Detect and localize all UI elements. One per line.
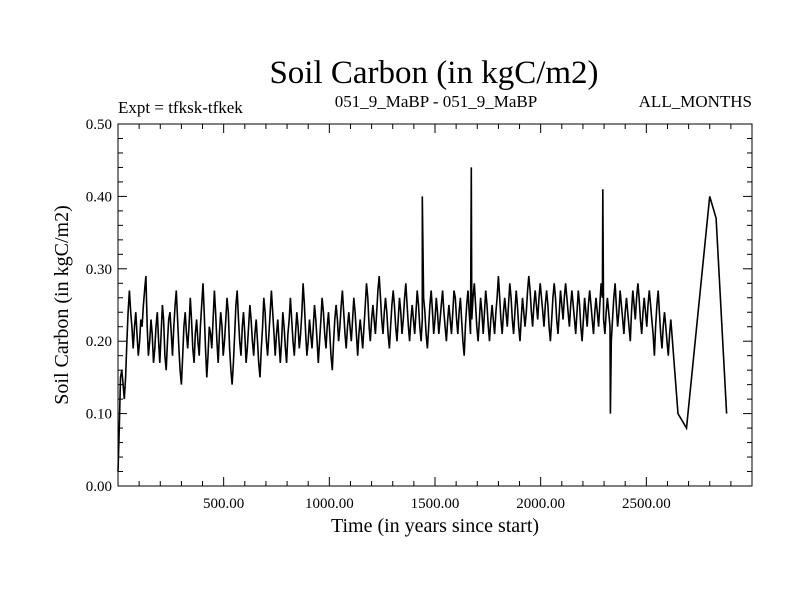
chart-title: Soil Carbon (in kgC/m2) (269, 55, 598, 91)
period-label: 051_9_MaBP - 051_9_MaBP (335, 92, 537, 111)
y-axis-label: Soil Carbon (in kgC/m2) (51, 205, 73, 404)
x-tick-label: 1500.00 (411, 496, 460, 512)
x-tick-label: 1000.00 (305, 496, 354, 512)
expt-label: Expt = tfksk-tfkek (118, 98, 243, 117)
months-label: ALL_MONTHS (639, 92, 752, 111)
x-tick-label: 2000.00 (516, 496, 565, 512)
y-tick-label: 0.00 (86, 479, 112, 495)
x-tick-labels: 500.00 1000.00 1500.00 2000.00 2500.00 (203, 496, 671, 512)
tick-layer (118, 123, 752, 487)
x-axis-label: Time (in years since start) (331, 515, 539, 537)
y-tick-label: 0.40 (86, 189, 112, 205)
y-tick-label: 0.50 (86, 117, 112, 133)
y-tick-label: 0.30 (86, 262, 112, 278)
y-tick-label: 0.20 (86, 334, 112, 350)
y-tick-labels: 0.00 0.10 0.20 0.30 0.40 0.50 (86, 117, 112, 495)
soil-carbon-series-line (117, 167, 728, 472)
series-layer (117, 167, 728, 472)
x-tick-label: 2500.00 (622, 496, 671, 512)
plot-frame (117, 123, 753, 487)
y-tick-label: 0.10 (86, 407, 112, 423)
x-tick-label: 500.00 (203, 496, 244, 512)
